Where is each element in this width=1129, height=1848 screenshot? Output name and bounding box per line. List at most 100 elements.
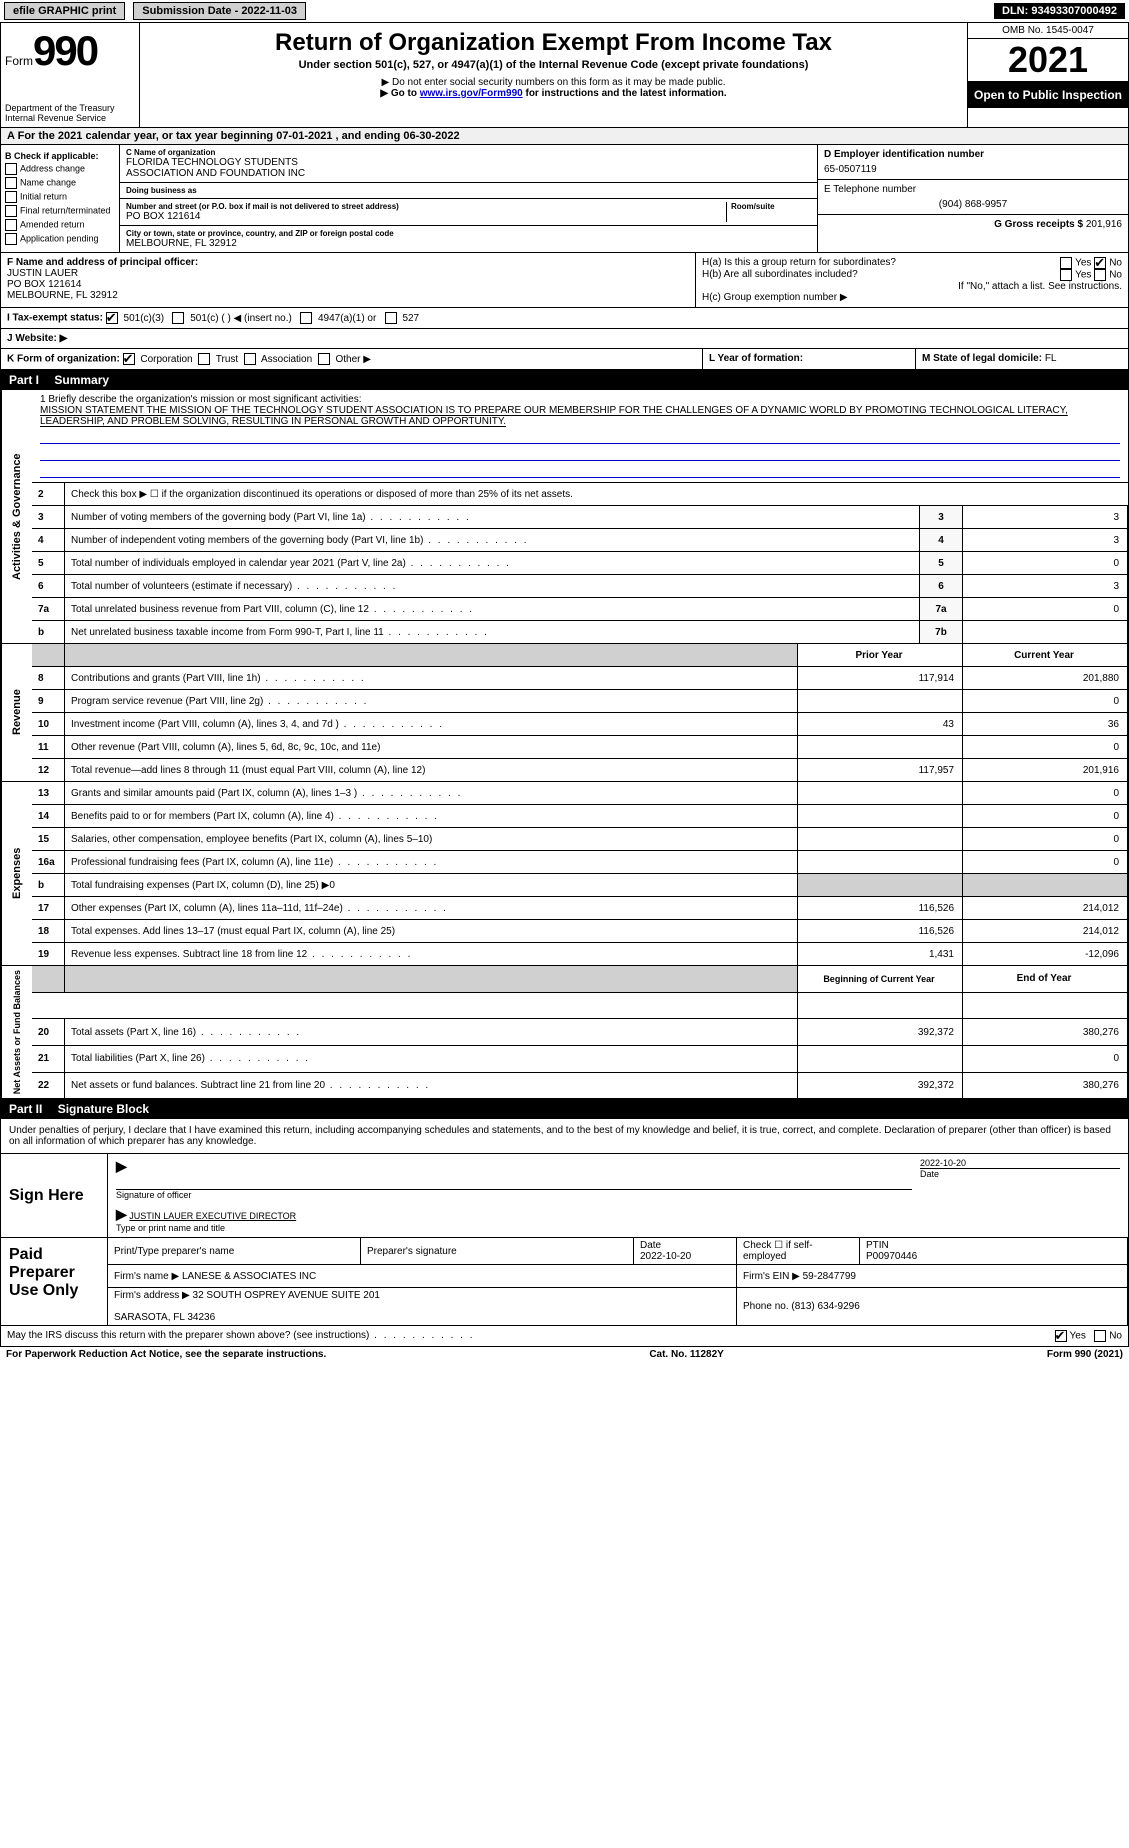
expenses-table: 13Grants and similar amounts paid (Part …: [32, 782, 1128, 965]
prep-sig-header: Preparer's signature: [361, 1238, 634, 1265]
form-990-number: 990: [33, 27, 97, 74]
revenue-table: Prior YearCurrent Year 8Contributions an…: [32, 644, 1128, 781]
open-to-public: Open to Public Inspection: [968, 82, 1128, 108]
mission-label: 1 Briefly describe the organization's mi…: [40, 394, 1120, 405]
hc-label: H(c) Group exemption number ▶: [702, 292, 1122, 303]
ptin-header: PTIN: [866, 1240, 889, 1251]
firm-name-header: Firm's name ▶: [114, 1271, 179, 1282]
k-label: K Form of organization:: [7, 354, 120, 365]
g-label: G Gross receipts $: [994, 219, 1083, 230]
efile-graphic-button[interactable]: efile GRAPHIC print: [4, 2, 125, 20]
penalty-statement: Under penalties of perjury, I declare th…: [0, 1119, 1129, 1154]
rev-row-11: 11Other revenue (Part VIII, column (A), …: [32, 736, 1128, 759]
entity-block: B Check if applicable: Address change Na…: [0, 145, 1129, 253]
gross-receipts: 201,916: [1086, 219, 1122, 230]
dln-label: DLN: 93493307000492: [994, 3, 1125, 19]
k-assoc[interactable]: Association: [244, 354, 312, 365]
arrow-icon: ▶: [116, 1206, 127, 1222]
i-501c[interactable]: 501(c) ( ) ◀ (insert no.): [172, 313, 291, 324]
arrow-icon: ▶: [116, 1158, 127, 1174]
gov-row-7b: bNet unrelated business taxable income f…: [32, 621, 1128, 644]
b-opt-name[interactable]: Name change: [5, 177, 115, 189]
firm-ein-val: 59-2847799: [803, 1271, 856, 1282]
footer-left: For Paperwork Reduction Act Notice, see …: [6, 1349, 326, 1360]
return-subtitle: Under section 501(c), 527, or 4947(a)(1)…: [148, 59, 959, 71]
b-opt-initial[interactable]: Initial return: [5, 191, 115, 203]
governance-table: 2Check this box ▶ ☐ if the organization …: [32, 483, 1128, 643]
expenses-section: Expenses 13Grants and similar amounts pa…: [0, 782, 1129, 966]
exp-row-14: 14Benefits paid to or for members (Part …: [32, 805, 1128, 828]
d-label: D Employer identification number: [824, 149, 1122, 160]
city-value: MELBOURNE, FL 32912: [126, 238, 811, 249]
form-header: Form990 Department of the TreasuryIntern…: [0, 23, 1129, 128]
b-opt-final[interactable]: Final return/terminated: [5, 205, 115, 217]
k-trust[interactable]: Trust: [198, 354, 238, 365]
expenses-vert-label: Expenses: [1, 782, 32, 965]
b-opt-amended[interactable]: Amended return: [5, 219, 115, 231]
ha-label: H(a) Is this a group return for subordin…: [702, 257, 896, 269]
k-corp[interactable]: Corporation: [123, 354, 193, 365]
goto-post: for instructions and the latest informat…: [523, 88, 727, 99]
prep-date-header: Date: [640, 1240, 661, 1251]
officer-addr1: PO BOX 121614: [7, 279, 689, 290]
goto-note: ▶ Go to www.irs.gov/Form990 for instruct…: [148, 88, 959, 99]
rev-row-8: 8Contributions and grants (Part VIII, li…: [32, 667, 1128, 690]
part1-num: Part I: [9, 373, 39, 387]
gov-row-3: 3Number of voting members of the governi…: [32, 506, 1128, 529]
i-4947[interactable]: 4947(a)(1) or: [300, 313, 376, 324]
rev-header: Prior YearCurrent Year: [32, 644, 1128, 667]
preparer-table: Print/Type preparer's name Preparer's si…: [108, 1238, 1128, 1325]
ssn-note: ▶ Do not enter social security numbers o…: [148, 77, 959, 88]
footer-mid: Cat. No. 11282Y: [649, 1349, 723, 1360]
ha-yesno[interactable]: Yes No: [1060, 257, 1122, 269]
f-h-block: F Name and address of principal officer:…: [0, 253, 1129, 308]
gov-row-5: 5Total number of individuals employed in…: [32, 552, 1128, 575]
exp-row-16a: 16aProfessional fundraising fees (Part I…: [32, 851, 1128, 874]
irs-link[interactable]: www.irs.gov/Form990: [420, 88, 523, 99]
hb-label: H(b) Are all subordinates included?: [702, 269, 858, 281]
org-name: FLORIDA TECHNOLOGY STUDENTS ASSOCIATION …: [126, 157, 811, 179]
firm-ein-header: Firm's EIN ▶: [743, 1271, 800, 1282]
hb-note: If "No," attach a list. See instructions…: [702, 281, 1122, 292]
check-self-employed[interactable]: Check ☐ if self-employed: [737, 1238, 860, 1265]
net-row-21: 21Total liabilities (Part X, line 26)0: [32, 1045, 1128, 1072]
ein-value: 65-0507119: [824, 164, 1122, 175]
part1-header: Part I Summary: [0, 370, 1129, 390]
e-label: E Telephone number: [824, 184, 1122, 195]
b-opt-address[interactable]: Address change: [5, 163, 115, 175]
b-opt-pending[interactable]: Application pending: [5, 233, 115, 245]
rev-row-9: 9Program service revenue (Part VIII, lin…: [32, 690, 1128, 713]
goto-pre: ▶ Go to: [380, 88, 419, 99]
discuss-row: May the IRS discuss this return with the…: [0, 1326, 1129, 1347]
header-right-box: OMB No. 1545-0047 2021 Open to Public In…: [967, 23, 1128, 127]
submission-date-button[interactable]: Submission Date - 2022-11-03: [133, 2, 306, 20]
governance-vert-label: Activities & Governance: [1, 390, 32, 643]
i-row: I Tax-exempt status: 501(c)(3) 501(c) ( …: [0, 308, 1129, 329]
exp-row-16b: bTotal fundraising expenses (Part IX, co…: [32, 874, 1128, 897]
mission-blank-3: [40, 463, 1120, 478]
omb-number: OMB No. 1545-0047: [968, 23, 1128, 39]
gov-row-2: 2Check this box ▶ ☐ if the organization …: [32, 483, 1128, 506]
exp-row-19: 19Revenue less expenses. Subtract line 1…: [32, 943, 1128, 966]
part2-header: Part II Signature Block: [0, 1099, 1129, 1119]
part2-title: Signature Block: [58, 1102, 149, 1116]
f-label: F Name and address of principal officer:: [7, 257, 689, 268]
tax-year-line: A For the 2021 calendar year, or tax yea…: [0, 128, 1129, 145]
i-501c3[interactable]: 501(c)(3): [106, 313, 164, 324]
form-word: Form: [5, 54, 33, 68]
mission-text: MISSION STATEMENT THE MISSION OF THE TEC…: [40, 405, 1120, 427]
j-row: J Website: ▶: [0, 329, 1129, 349]
firm-addr-header: Firm's address ▶: [114, 1290, 190, 1301]
hb-yesno[interactable]: Yes No: [1060, 269, 1122, 281]
dept-treasury: Department of the TreasuryInternal Reven…: [5, 103, 135, 123]
discuss-yesno[interactable]: Yes No: [956, 1326, 1128, 1346]
gov-row-7a: 7aTotal unrelated business revenue from …: [32, 598, 1128, 621]
efile-topbar: efile GRAPHIC print Submission Date - 20…: [0, 0, 1129, 23]
gov-row-4: 4Number of independent voting members of…: [32, 529, 1128, 552]
prep-date-val: 2022-10-20: [640, 1251, 691, 1262]
exp-row-15: 15Salaries, other compensation, employee…: [32, 828, 1128, 851]
i-527[interactable]: 527: [385, 313, 419, 324]
d-e-g-column: D Employer identification number 65-0507…: [817, 145, 1128, 252]
k-other[interactable]: Other ▶: [318, 354, 371, 365]
prep-phone-header: Phone no.: [743, 1301, 789, 1312]
